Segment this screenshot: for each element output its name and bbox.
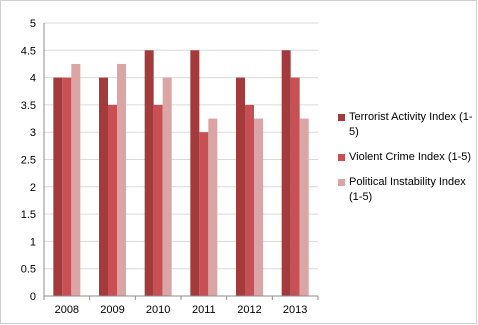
legend-label: Political Instability Index (1-5) [349,176,466,203]
y-tick-label: 4.5 [21,45,36,57]
x-tick-label: 2008 [55,304,79,316]
y-tick-label: 2.5 [21,155,36,167]
bar [281,50,291,296]
bar [236,77,245,296]
legend-swatch [338,179,345,186]
legend-label: Terrorist Activity Index (1-5) [349,111,473,138]
bar [254,118,263,296]
y-tick-label: 3.5 [21,100,36,112]
bar [71,63,81,297]
y-tick-label: 0.5 [21,264,36,276]
bar [108,104,117,297]
bar [99,77,108,296]
bar [162,77,172,296]
bar [53,77,63,296]
x-tick-label: 2009 [100,304,124,316]
y-tick-label: 1.5 [21,209,36,221]
bar [62,77,72,296]
legend-label: Violent Crime Index (1-5) [349,151,472,163]
legend-swatch [338,114,345,121]
bar [299,118,309,296]
x-tick-label: 2011 [192,304,216,316]
bar [117,63,126,297]
bar [199,132,209,296]
y-tick-label: 2 [30,182,36,194]
y-tick-label: 0 [30,291,36,303]
y-tick-label: 5 [30,18,36,30]
bar [144,50,154,296]
x-tick-label: 2012 [237,304,261,316]
bar [153,104,163,297]
bar [245,104,254,297]
y-tick-label: 3 [30,127,36,139]
bar [190,50,200,296]
legend-swatch [338,154,345,161]
legend-item: Political Instability Index (1-5) [338,175,478,205]
legend-item: Violent Crime Index (1-5) [338,150,478,165]
x-tick-label: 2010 [146,304,170,316]
y-tick-label: 1 [30,236,36,248]
legend-item: Terrorist Activity Index (1-5) [338,110,478,140]
x-tick-label: 2013 [283,304,307,316]
legend: Terrorist Activity Index (1-5) Violent Cr… [338,110,478,215]
bar [290,77,300,296]
y-tick-label: 4 [30,73,36,85]
bar [208,118,218,296]
